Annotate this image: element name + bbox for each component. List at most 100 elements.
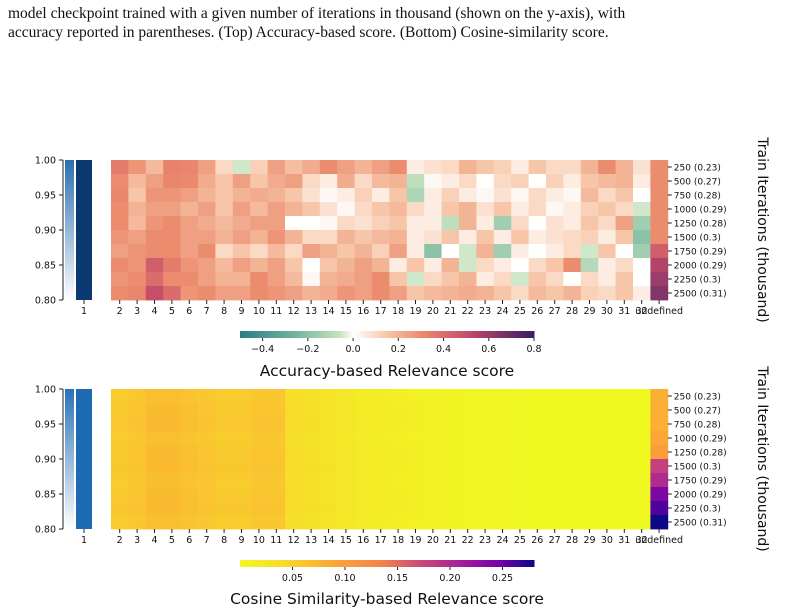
x-tick-label-layer-25: 25 xyxy=(514,535,526,546)
colorbar-segment xyxy=(413,331,417,338)
colorbar-segment xyxy=(320,560,324,567)
colorbar-segment xyxy=(384,331,388,338)
layer-32-cell xyxy=(650,403,669,418)
colorbar-segment xyxy=(362,560,366,567)
heatmap-cell xyxy=(250,244,268,259)
heatmap-cell xyxy=(354,501,373,516)
colorbar-segment xyxy=(284,331,288,338)
heatmap-cell xyxy=(528,202,547,217)
heatmap-cell xyxy=(180,160,199,175)
colorbar-segment xyxy=(436,331,439,338)
heatmap-cell xyxy=(232,286,251,301)
heatmap-cell xyxy=(302,487,321,502)
heatmap-cell xyxy=(615,445,634,460)
colorbar-segment xyxy=(281,560,285,567)
right-axis-tick-label: 750 (0.28) xyxy=(674,420,721,430)
colorbar-segment xyxy=(276,331,280,338)
x-tick-label-layer-21: 21 xyxy=(444,535,456,546)
x-tick-label-layer-11: 11 xyxy=(270,306,282,317)
colorbar-segment xyxy=(315,560,319,567)
colorbar-segment xyxy=(247,331,251,338)
x-tick-label-layer-4: 4 xyxy=(151,535,157,546)
heatmap-cell xyxy=(459,417,477,432)
x-tick-label-layer-28: 28 xyxy=(566,535,578,546)
colorbar-segment xyxy=(458,331,461,338)
colorbar-segment xyxy=(455,560,459,567)
heatmap-cell xyxy=(111,473,129,488)
heatmap-cell xyxy=(546,286,564,301)
heatmap-cell xyxy=(267,202,286,217)
heatmap-cell xyxy=(406,417,425,432)
heatmap-cell xyxy=(111,160,129,175)
heatmap-cell xyxy=(459,487,477,502)
heatmap-cell xyxy=(546,445,564,460)
layer-32-cell xyxy=(650,501,669,516)
heatmap-cell xyxy=(493,417,512,432)
heatmap-cell xyxy=(563,431,582,446)
heatmap-cell xyxy=(441,258,460,273)
heatmap-cell xyxy=(528,445,547,460)
colorbar-segment xyxy=(529,331,533,338)
heatmap-cell xyxy=(128,417,147,432)
heatmap-cell xyxy=(180,244,199,259)
heatmap-cell xyxy=(389,272,408,287)
heatmap-cell xyxy=(441,174,460,189)
layer-32-cell xyxy=(650,487,669,502)
colorbar-segment xyxy=(394,560,398,567)
heatmap-cell xyxy=(337,487,355,502)
right-axis-tick-label: 250 (0.23) xyxy=(674,163,721,173)
heatmap-cell xyxy=(267,487,286,502)
heatmap-cell xyxy=(580,431,599,446)
layer-1-cell xyxy=(76,389,92,529)
colorbar-segment xyxy=(470,560,474,567)
heatmap-cell xyxy=(598,272,616,287)
heatmap-cell xyxy=(145,202,164,217)
x-tick-label-layer-1: 1 xyxy=(81,306,87,317)
heatmap-cell xyxy=(389,473,408,488)
heatmap-cell xyxy=(406,216,425,231)
heatmap-cell xyxy=(580,286,599,301)
heatmap-cell xyxy=(180,473,199,488)
colorbar-segment xyxy=(360,560,363,567)
heatmap-cell xyxy=(441,403,460,418)
heatmap-cell xyxy=(598,487,616,502)
colorbar-segment xyxy=(467,560,471,567)
heatmap-cell xyxy=(563,389,582,404)
heatmap-cell xyxy=(215,445,234,460)
colorbar-segment xyxy=(335,560,339,567)
colorbar-segment xyxy=(271,560,275,567)
colorbar-segment xyxy=(357,331,361,338)
colorbar-segment xyxy=(401,331,405,338)
heatmap-cell xyxy=(563,403,582,418)
heatmap-cell xyxy=(232,403,251,418)
heatmap-cell xyxy=(302,417,321,432)
heatmap-cell xyxy=(476,473,495,488)
colorbar-segment xyxy=(531,560,535,567)
heatmap-cell xyxy=(493,174,512,189)
heatmap-cell xyxy=(285,473,303,488)
colorbar-segment xyxy=(487,560,491,567)
heatmap-cell xyxy=(406,202,425,217)
x-tick-label-layer-8: 8 xyxy=(221,535,227,546)
colorbar-segment xyxy=(521,560,525,567)
heatmap-cell xyxy=(267,445,286,460)
colorbar-segment xyxy=(374,560,378,567)
x-tick-label-layer-8: 8 xyxy=(221,306,227,317)
x-tick-label-layer-3: 3 xyxy=(134,306,140,317)
heatmap-cell xyxy=(285,487,303,502)
heatmap-cell xyxy=(145,160,164,175)
colorbar-segment xyxy=(269,331,273,338)
colorbar-segment xyxy=(511,331,515,338)
colorbar-segment xyxy=(418,331,422,338)
heatmap-cell xyxy=(319,389,338,404)
heatmap-cell xyxy=(198,459,216,474)
heatmap-cell xyxy=(354,487,373,502)
colorbar-segment xyxy=(333,331,337,338)
heatmap-cell xyxy=(441,202,460,217)
colorbar-segment xyxy=(448,560,452,567)
heatmap-cell xyxy=(528,473,547,488)
heatmap-cell xyxy=(441,160,460,175)
colorbar-segment xyxy=(455,331,459,338)
left-axis-tick-label: 1.00 xyxy=(35,385,56,396)
x-tick-label-layer-undefined: undefined xyxy=(635,535,683,546)
